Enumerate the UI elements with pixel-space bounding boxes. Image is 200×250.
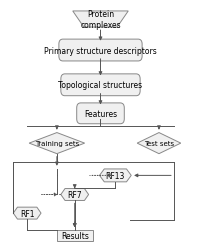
Text: Training sets: Training sets <box>35 140 79 146</box>
Polygon shape <box>29 133 84 154</box>
Text: Test sets: Test sets <box>143 140 173 146</box>
Text: RF1: RF1 <box>20 209 34 218</box>
Text: Primary structure descriptors: Primary structure descriptors <box>44 46 156 55</box>
Text: Protein
complexes: Protein complexes <box>80 10 120 29</box>
Bar <box>57 230 92 241</box>
Polygon shape <box>72 12 128 28</box>
Text: RF13: RF13 <box>105 171 124 180</box>
Text: Features: Features <box>84 110 116 118</box>
Polygon shape <box>136 133 180 154</box>
FancyBboxPatch shape <box>59 40 141 62</box>
Text: Results: Results <box>60 231 88 240</box>
Text: RF7: RF7 <box>67 190 82 199</box>
Polygon shape <box>13 207 41 219</box>
Polygon shape <box>61 189 88 201</box>
FancyBboxPatch shape <box>76 104 124 124</box>
FancyBboxPatch shape <box>61 74 139 96</box>
Polygon shape <box>99 169 131 182</box>
Text: Topological structures: Topological structures <box>58 81 142 90</box>
